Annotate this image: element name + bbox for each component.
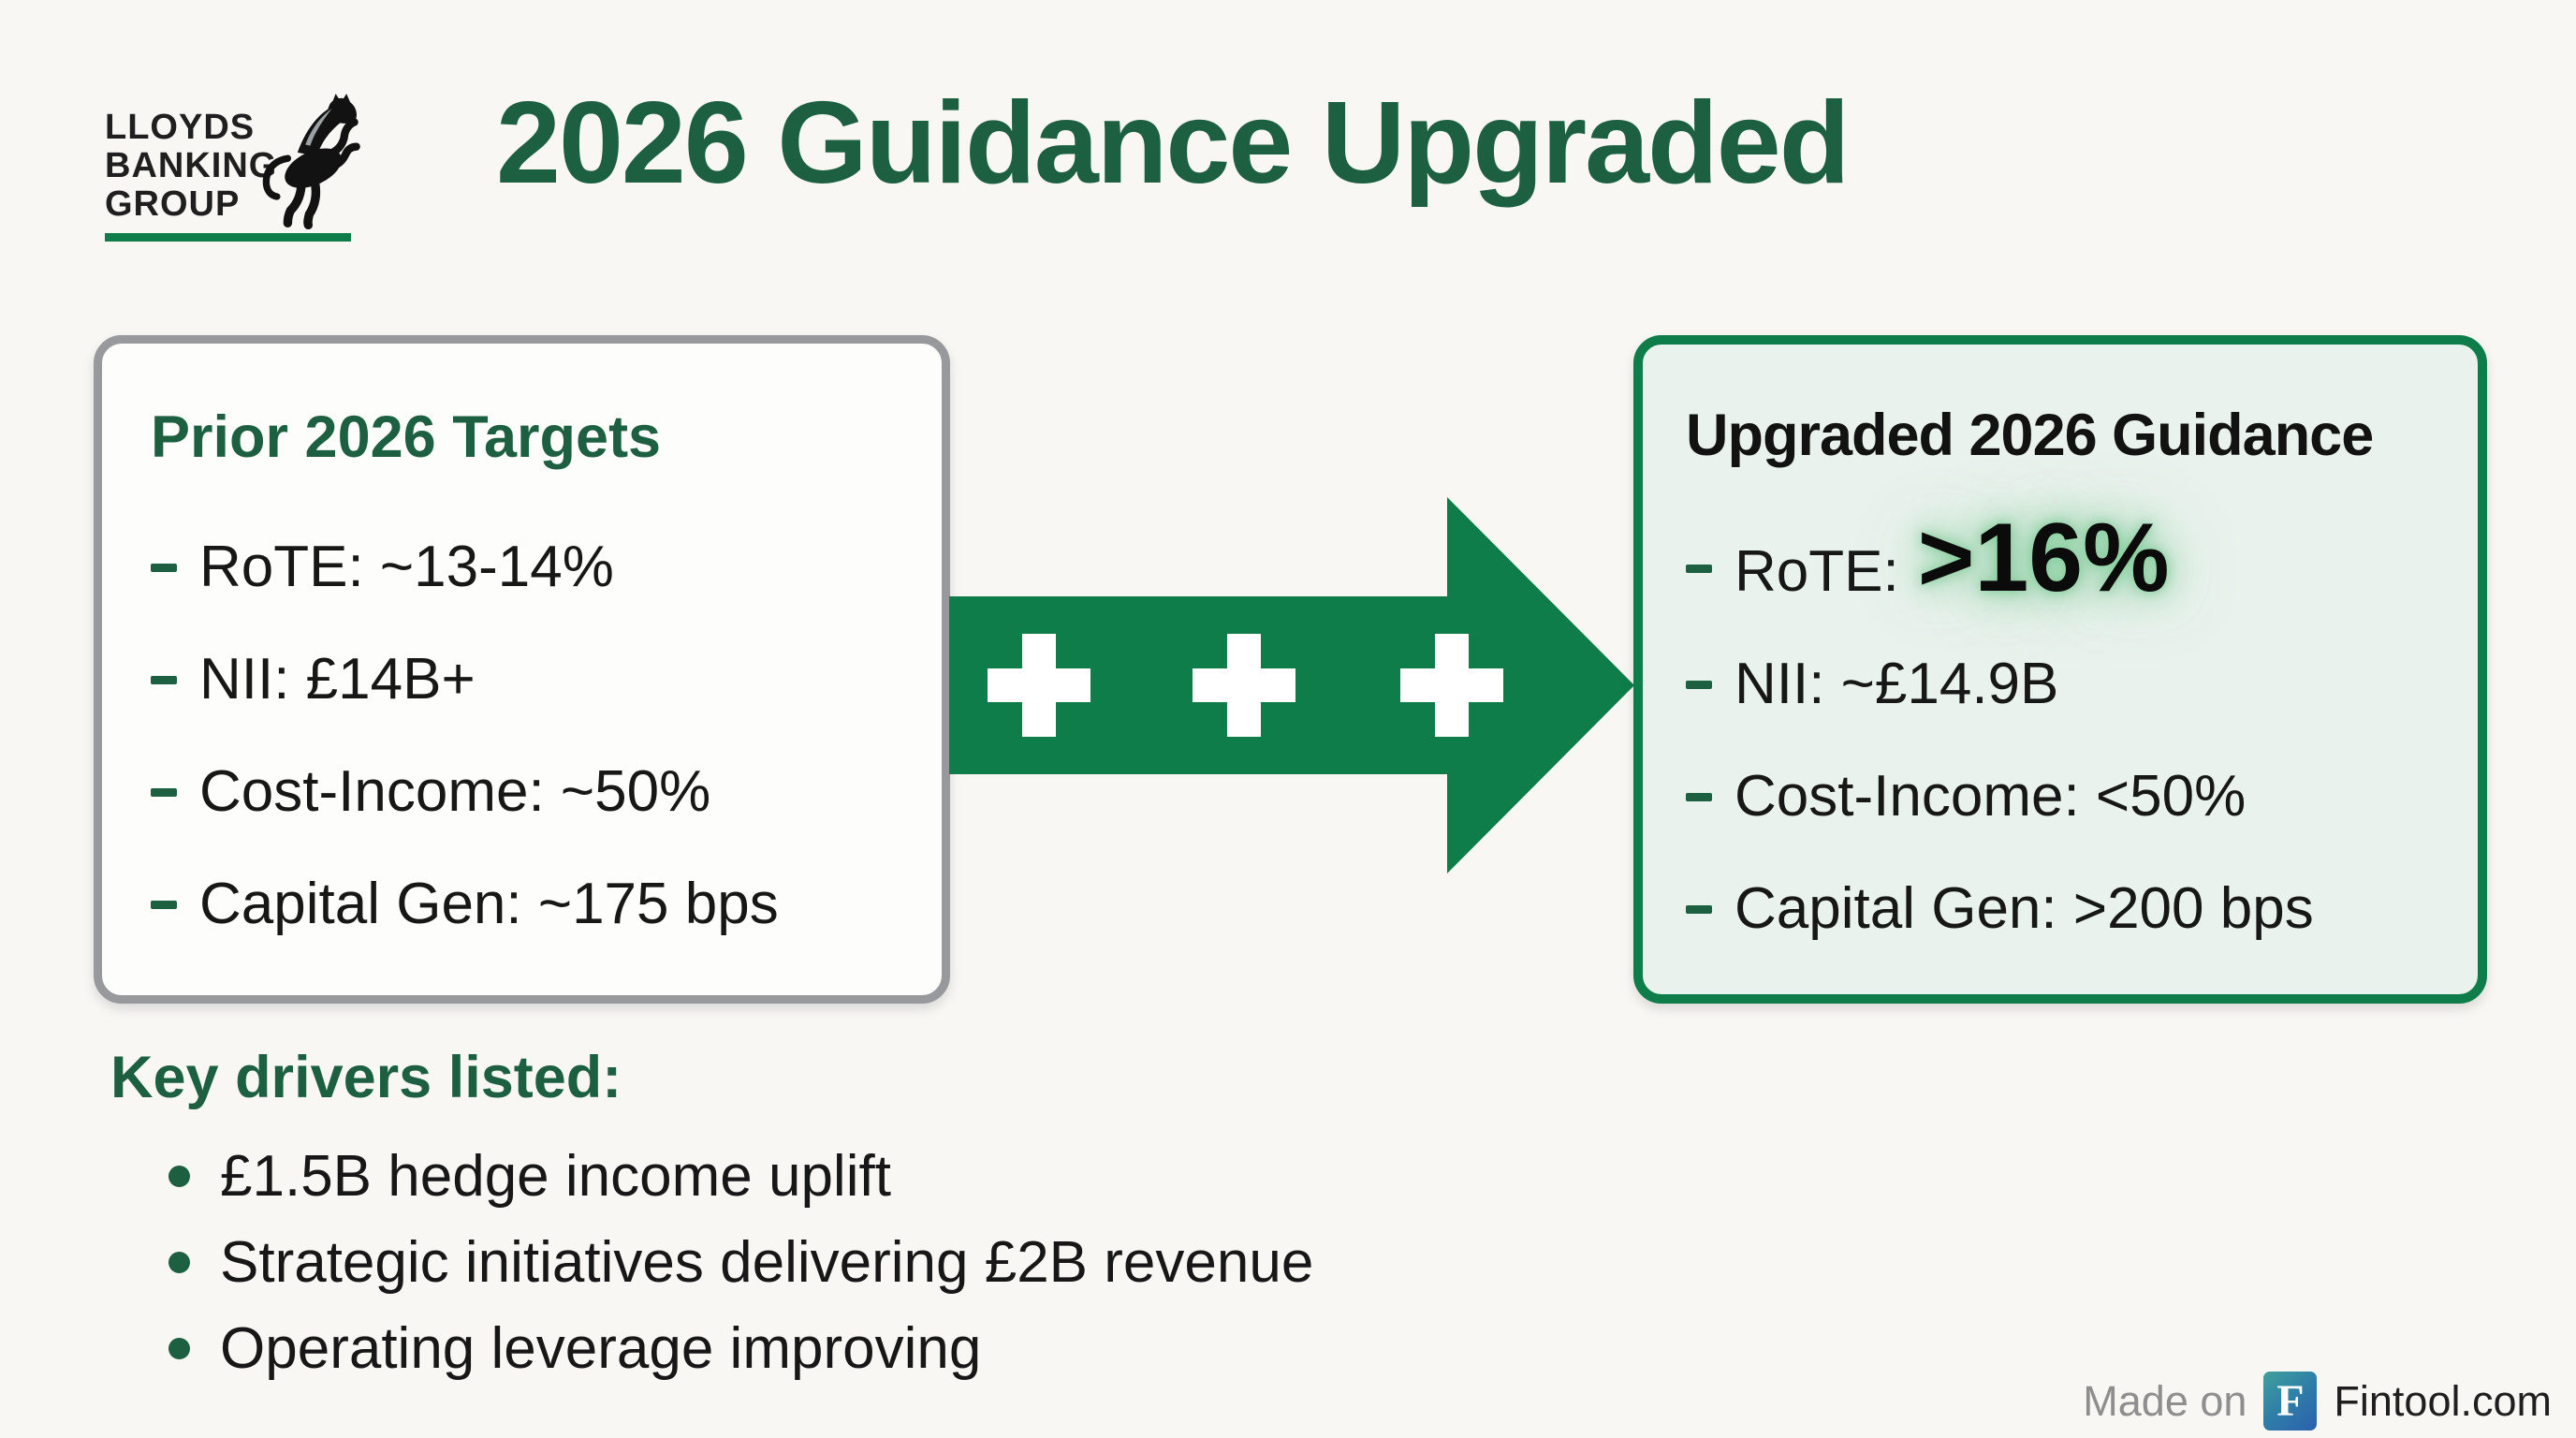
list-item: Cost-Income: <50% (1686, 741, 2453, 853)
dot-bullet-icon (168, 1251, 190, 1273)
dash-bullet-icon (1686, 904, 1712, 914)
list-item: RoTE: >16% (1686, 509, 2453, 628)
list-item-text: RoTE: ~13-14% (199, 535, 614, 599)
lloyds-logo-text: LLOYDS BANKING GROUP (105, 109, 277, 224)
list-item-text: Capital Gen: >200 bps (1734, 876, 2314, 941)
dash-bullet-icon (1686, 792, 1712, 801)
list-item: Capital Gen: >200 bps (1686, 853, 2453, 965)
watermark: Made on F Fintool.com (2083, 1372, 2552, 1431)
plus-icons (988, 634, 1503, 737)
list-item: Capital Gen: ~175 bps (151, 848, 914, 961)
dash-bullet-icon (1686, 680, 1712, 689)
highlighted-value: >16% (1917, 504, 2170, 612)
list-item-text: Capital Gen: ~175 bps (199, 872, 779, 936)
dash-bullet-icon (151, 787, 177, 797)
list-item-text: Operating leverage improving (220, 1315, 982, 1381)
list-item: RoTE: ~13-14% (151, 511, 914, 624)
upgraded-box-title: Upgraded 2026 Guidance (1686, 403, 2374, 468)
logo-line: LLOYDS (105, 108, 256, 147)
logo-underline (105, 233, 351, 242)
list-item-text: NII: ~£14.9B (1734, 652, 2059, 716)
logo-line: BANKING (105, 146, 278, 185)
dot-bullet-icon (168, 1165, 190, 1187)
list-item-text: Cost-Income: <50% (1734, 764, 2247, 829)
list-item: NII: £14B+ (151, 624, 914, 736)
fintool-logo-icon: F (2263, 1372, 2318, 1431)
dash-bullet-icon (151, 675, 177, 684)
list-item: NII: ~£14.9B (1686, 628, 2453, 741)
page-title: 2026 Guidance Upgraded (496, 79, 1850, 208)
key-drivers-title: Key drivers listed: (110, 1045, 622, 1110)
list-item-text: £1.5B hedge income uplift (220, 1143, 891, 1209)
prior-box-title: Prior 2026 Targets (151, 404, 662, 470)
list-item: Strategic initiatives delivering £2B rev… (168, 1219, 1313, 1305)
list-item: Cost-Income: ~50% (151, 736, 914, 848)
prior-targets-box: Prior 2026 Targets RoTE: ~13-14% NII: £14… (94, 335, 950, 1004)
list-item-text: RoTE: (1734, 539, 1899, 604)
prior-targets-list: RoTE: ~13-14% NII: £14B+ Cost-Income: ~50%… (151, 511, 914, 961)
list-item-text: NII: £14B+ (199, 647, 476, 712)
horse-icon (262, 94, 360, 230)
dash-bullet-icon (151, 563, 177, 572)
made-on-label: Made on (2083, 1376, 2247, 1425)
dash-bullet-icon (1686, 565, 1712, 573)
key-drivers-list: £1.5B hedge income uplift Strategic initi… (168, 1133, 1313, 1391)
list-item: £1.5B hedge income uplift (168, 1133, 1313, 1219)
list-item-text: Strategic initiatives delivering £2B rev… (220, 1229, 1314, 1295)
upgraded-guidance-list: RoTE: >16% NII: ~£14.9B Cost-Income: <50% Ca… (1686, 509, 2453, 965)
list-item: Operating leverage improving (168, 1305, 1313, 1391)
logo-line: GROUP (105, 184, 241, 224)
upgraded-guidance-box: Upgraded 2026 Guidance RoTE: >16% NII: ~£1… (1633, 335, 2487, 1004)
dot-bullet-icon (168, 1337, 190, 1359)
list-item-text: Cost-Income: ~50% (199, 759, 711, 824)
upgrade-arrow-icon (949, 497, 1634, 873)
fintool-site-label: Fintool.com (2334, 1376, 2552, 1425)
dash-bullet-icon (151, 900, 177, 909)
